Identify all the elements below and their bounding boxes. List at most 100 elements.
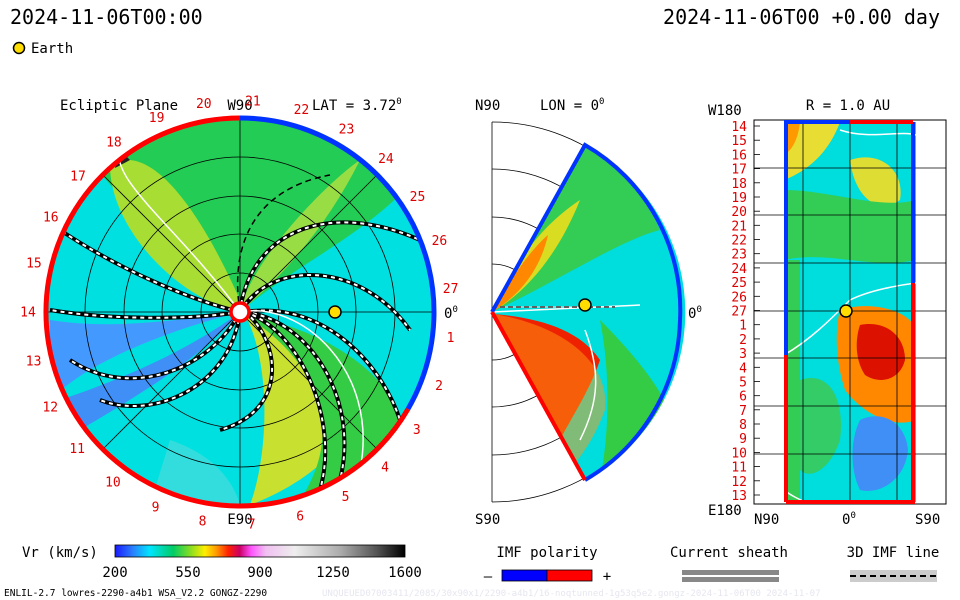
- map-yellow-top2: [850, 157, 901, 206]
- r1au-xtick-n90: N90: [754, 512, 779, 528]
- rotation-tick-13: 13: [26, 354, 42, 369]
- right-timestamp: 2024-11-06T00 +0.00 day: [663, 5, 940, 29]
- cyan-region-south: [150, 440, 240, 505]
- footer-left: ENLIL-2.7 lowres-2290-a4b1 WSA_V2.2 GONG…: [4, 588, 267, 599]
- r1au-ytick-2: 2: [739, 333, 747, 348]
- rotation-tick-21: 21: [245, 94, 261, 109]
- green-region-north: [90, 118, 430, 312]
- rotation-tick-18: 18: [106, 136, 122, 151]
- r1au-ytick-22: 22: [731, 234, 747, 249]
- rotation-tick-12: 12: [42, 401, 58, 416]
- r1au-xtick-s90: S90: [915, 512, 940, 528]
- r1au-ytick-10: 10: [731, 446, 747, 461]
- wedge-orange-south: [494, 314, 606, 478]
- map-blue-low: [852, 416, 908, 491]
- rotation-tick-7: 7: [248, 518, 256, 533]
- colorbar-tick-1250: 1250: [316, 565, 350, 581]
- rotation-tick-14: 14: [20, 305, 36, 320]
- colorbar-gradient: [114, 544, 406, 558]
- r1au-ytick-23: 23: [731, 248, 747, 263]
- current-sheath-title: Current sheath: [670, 545, 788, 561]
- r1au-top-left-label: W180: [708, 103, 742, 119]
- earth-legend-marker: [12, 41, 26, 55]
- r1au-xtick-0: 00: [842, 511, 856, 528]
- imf3d-legend: 3D IMF line: [847, 545, 939, 582]
- r1au-panel: R = 1.0 AU W180 E180 N90 00 S90 14151617…: [708, 98, 947, 528]
- colorbar-tick-550: 550: [175, 565, 200, 581]
- r1au-ytick-25: 25: [731, 276, 747, 291]
- rotation-tick-22: 22: [294, 103, 310, 118]
- left-timestamp: 2024-11-06T00:00: [10, 5, 203, 29]
- r1au-ytick-8: 8: [739, 418, 747, 433]
- r1au-rim-positive: [784, 120, 915, 504]
- r1au-ytick-1: 1: [739, 319, 747, 334]
- footer-right: UNQUEUED07003411/2085/30x90x1/2290-a4b1/…: [322, 589, 821, 599]
- r1au-ytick-19: 19: [731, 191, 747, 206]
- blue-region-west: [50, 312, 240, 400]
- wedge-orange-north: [492, 235, 548, 312]
- r1au-ytick-4: 4: [739, 361, 747, 376]
- r1au-ytick-24: 24: [731, 262, 747, 277]
- sun-inner-boundary: [229, 301, 251, 323]
- earth-marker-meridional: [578, 298, 592, 312]
- rotation-tick-25: 25: [410, 190, 426, 205]
- ecliptic-bottom-label: E90: [227, 512, 252, 528]
- meridional-top-label: N90: [475, 98, 500, 114]
- earth-marker-ecliptic: [328, 305, 342, 319]
- r1au-ytick-9: 9: [739, 432, 747, 447]
- imf-field-lines: [49, 149, 421, 491]
- map-yellow-top: [784, 122, 840, 180]
- meridional-rim-negative: [490, 142, 683, 321]
- rotation-tick-11: 11: [69, 442, 85, 457]
- rotation-tick-2: 2: [435, 379, 443, 394]
- colorbar-tick-200: 200: [102, 565, 127, 581]
- rotation-tick-27: 27: [443, 282, 459, 297]
- ecliptic-top-label: W90: [227, 98, 252, 114]
- imf-polarity-title: IMF polarity: [496, 545, 597, 561]
- rotation-tick-15: 15: [26, 257, 42, 272]
- ecliptic-right-label: 00: [444, 305, 458, 322]
- current-sheath-legend: Current sheath: [670, 545, 788, 582]
- wedge-green-south: [600, 320, 670, 480]
- r1au-ytick-16: 16: [731, 148, 747, 163]
- meridional-panel: N90 LON = 00 S90 00: [475, 97, 702, 528]
- r1au-ytick-11: 11: [731, 461, 747, 476]
- earth-marker-r1au: [839, 304, 853, 318]
- rotation-tick-10: 10: [105, 476, 121, 491]
- earth-legend-label: Earth: [31, 41, 73, 57]
- rotation-tick-17: 17: [70, 169, 86, 184]
- rotation-tick-1: 1: [447, 331, 455, 346]
- meridional-right-label: 00: [688, 305, 702, 322]
- r1au-ytick-26: 26: [731, 290, 747, 305]
- r1au-ytick-20: 20: [731, 205, 747, 220]
- map-green-mid: [800, 378, 841, 474]
- rotation-tick-9: 9: [152, 500, 160, 515]
- imf-polarity-positive-bar: [546, 569, 593, 582]
- r1au-ytick-15: 15: [731, 134, 747, 149]
- green-region-south: [245, 315, 400, 500]
- colorbar-label: Vr (km/s): [22, 545, 98, 561]
- r1au-ytick-14: 14: [731, 120, 747, 135]
- vr-colorbar: Vr (km/s) 200 550 900 1250 1600: [22, 544, 422, 581]
- ecliptic-title: Ecliptic Plane: [60, 98, 178, 114]
- rotation-tick-24: 24: [378, 152, 394, 167]
- r1au-ytick-18: 18: [731, 177, 747, 192]
- rotation-tick-23: 23: [339, 123, 355, 138]
- ecliptic-rim-positive: [43, 115, 411, 509]
- meridional-bottom-label: S90: [475, 512, 500, 528]
- meridional-rim-negative-south: [583, 319, 682, 482]
- r1au-ytick-5: 5: [739, 376, 747, 391]
- rotation-tick-26: 26: [432, 234, 448, 249]
- r1au-ytick-6: 6: [739, 390, 747, 405]
- meridional-lon-label: LON = 00: [540, 97, 604, 114]
- r1au-ytick-17: 17: [731, 163, 747, 178]
- map-red-inner: [856, 324, 905, 380]
- rotation-tick-5: 5: [342, 490, 350, 505]
- meridional-rim-positive: [490, 311, 587, 481]
- imf-polarity-plus: +: [603, 569, 611, 585]
- ecliptic-lat-label: LAT = 3.720: [312, 97, 402, 114]
- ecliptic-panel: Ecliptic Plane W90 LAT = 3.720 E90 00 12…: [20, 94, 458, 532]
- r1au-bottom-left-label: E180: [708, 503, 742, 519]
